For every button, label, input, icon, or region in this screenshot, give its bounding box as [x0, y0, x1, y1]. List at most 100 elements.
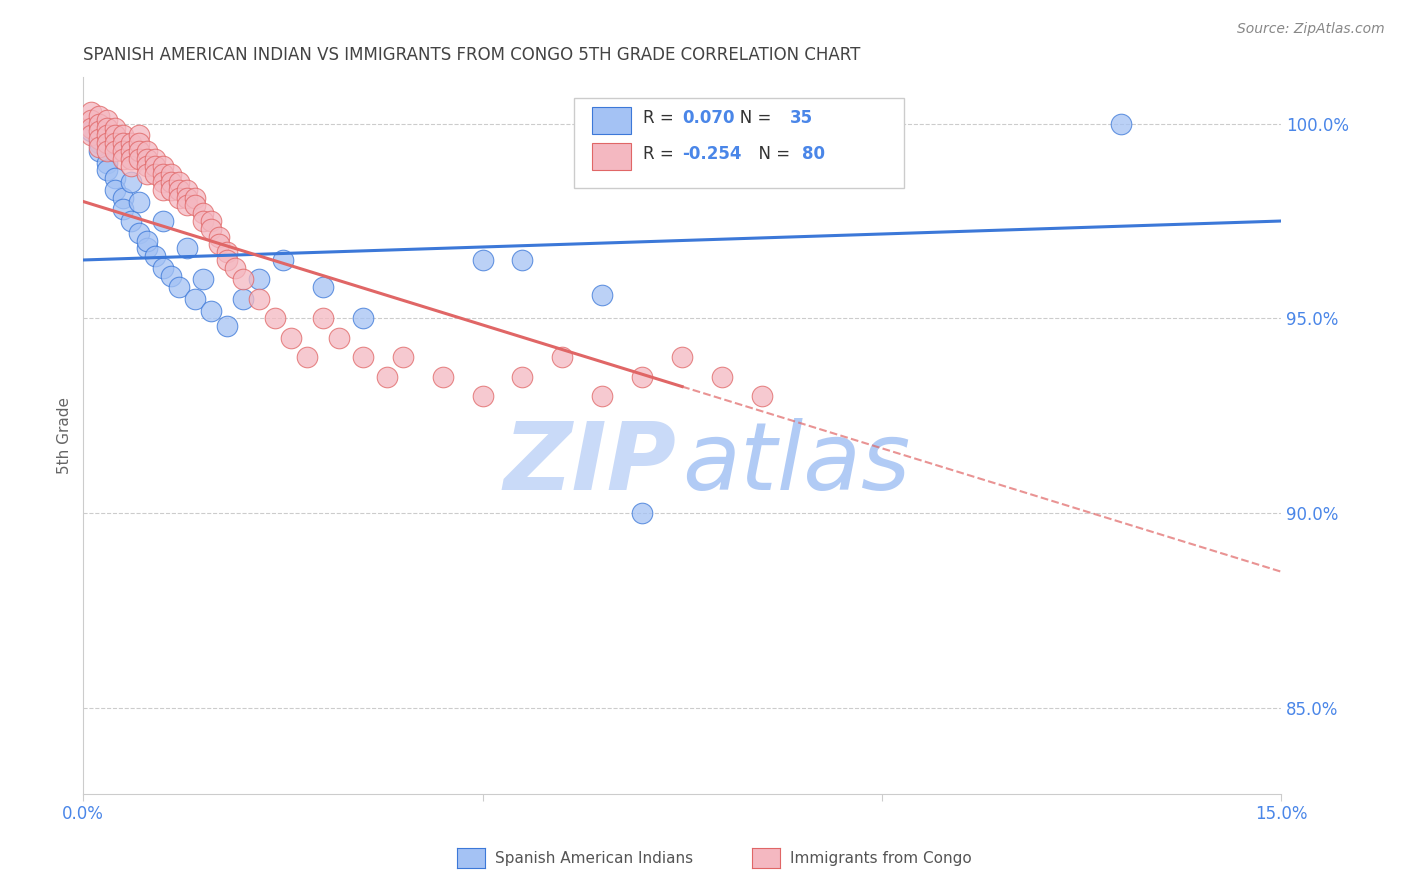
- Point: [631, 369, 654, 384]
- Point: [112, 202, 135, 217]
- Point: [128, 144, 150, 158]
- Point: [167, 183, 190, 197]
- Point: [112, 136, 135, 150]
- Point: [104, 120, 127, 135]
- Point: [80, 120, 103, 135]
- FancyBboxPatch shape: [592, 143, 631, 170]
- Point: [112, 144, 135, 158]
- Point: [152, 183, 174, 197]
- Point: [591, 288, 613, 302]
- Point: [120, 136, 142, 150]
- Point: [120, 214, 142, 228]
- Point: [80, 124, 103, 138]
- Point: [167, 175, 190, 189]
- Point: [104, 183, 127, 197]
- Point: [128, 128, 150, 143]
- Point: [215, 319, 238, 334]
- Text: R =: R =: [643, 145, 679, 163]
- Point: [89, 140, 111, 154]
- Point: [96, 128, 118, 143]
- Point: [104, 171, 127, 186]
- Point: [160, 175, 183, 189]
- Point: [96, 120, 118, 135]
- Point: [184, 191, 207, 205]
- Point: [96, 144, 118, 158]
- Point: [184, 292, 207, 306]
- Point: [208, 237, 231, 252]
- Point: [96, 163, 118, 178]
- Text: 35: 35: [790, 109, 813, 127]
- Point: [120, 160, 142, 174]
- Point: [89, 144, 111, 158]
- Point: [391, 351, 413, 365]
- Point: [112, 128, 135, 143]
- Point: [232, 292, 254, 306]
- Point: [120, 144, 142, 158]
- Point: [208, 229, 231, 244]
- Text: ZIP: ZIP: [503, 418, 676, 510]
- Point: [120, 152, 142, 166]
- Point: [1109, 117, 1132, 131]
- Point: [167, 191, 190, 205]
- Point: [89, 124, 111, 138]
- Text: Immigrants from Congo: Immigrants from Congo: [790, 851, 972, 865]
- Point: [247, 292, 270, 306]
- Point: [512, 369, 534, 384]
- Point: [136, 234, 159, 248]
- Point: [112, 152, 135, 166]
- Text: -0.254: -0.254: [682, 145, 741, 163]
- Point: [143, 249, 166, 263]
- Point: [191, 272, 214, 286]
- Point: [160, 268, 183, 283]
- Point: [247, 272, 270, 286]
- Point: [89, 117, 111, 131]
- Point: [671, 351, 693, 365]
- Point: [200, 222, 222, 236]
- Point: [711, 369, 734, 384]
- Point: [224, 260, 246, 275]
- Point: [80, 128, 103, 143]
- Point: [176, 191, 198, 205]
- Point: [104, 136, 127, 150]
- Text: R =: R =: [643, 109, 679, 127]
- Point: [112, 191, 135, 205]
- Point: [104, 128, 127, 143]
- Point: [312, 311, 335, 326]
- Point: [176, 183, 198, 197]
- Point: [152, 167, 174, 181]
- Text: 0.070: 0.070: [682, 109, 734, 127]
- Point: [143, 167, 166, 181]
- Point: [631, 506, 654, 520]
- Point: [271, 252, 294, 267]
- Point: [471, 389, 494, 403]
- Point: [200, 214, 222, 228]
- Point: [312, 280, 335, 294]
- Point: [160, 183, 183, 197]
- Point: [167, 280, 190, 294]
- Text: SPANISH AMERICAN INDIAN VS IMMIGRANTS FROM CONGO 5TH GRADE CORRELATION CHART: SPANISH AMERICAN INDIAN VS IMMIGRANTS FR…: [83, 46, 860, 64]
- Point: [89, 109, 111, 123]
- Text: N =: N =: [748, 145, 796, 163]
- Point: [96, 112, 118, 127]
- Point: [176, 198, 198, 212]
- Text: 80: 80: [801, 145, 825, 163]
- Point: [152, 160, 174, 174]
- Text: N =: N =: [724, 109, 776, 127]
- Point: [751, 389, 773, 403]
- Point: [200, 303, 222, 318]
- Point: [328, 331, 350, 345]
- Point: [96, 136, 118, 150]
- Point: [215, 245, 238, 260]
- Point: [375, 369, 398, 384]
- Point: [160, 167, 183, 181]
- Point: [176, 241, 198, 255]
- Point: [89, 136, 111, 150]
- Point: [143, 152, 166, 166]
- Text: Spanish American Indians: Spanish American Indians: [495, 851, 693, 865]
- Point: [136, 144, 159, 158]
- Point: [591, 389, 613, 403]
- Point: [152, 214, 174, 228]
- Point: [295, 351, 318, 365]
- Point: [551, 351, 574, 365]
- Point: [96, 155, 118, 169]
